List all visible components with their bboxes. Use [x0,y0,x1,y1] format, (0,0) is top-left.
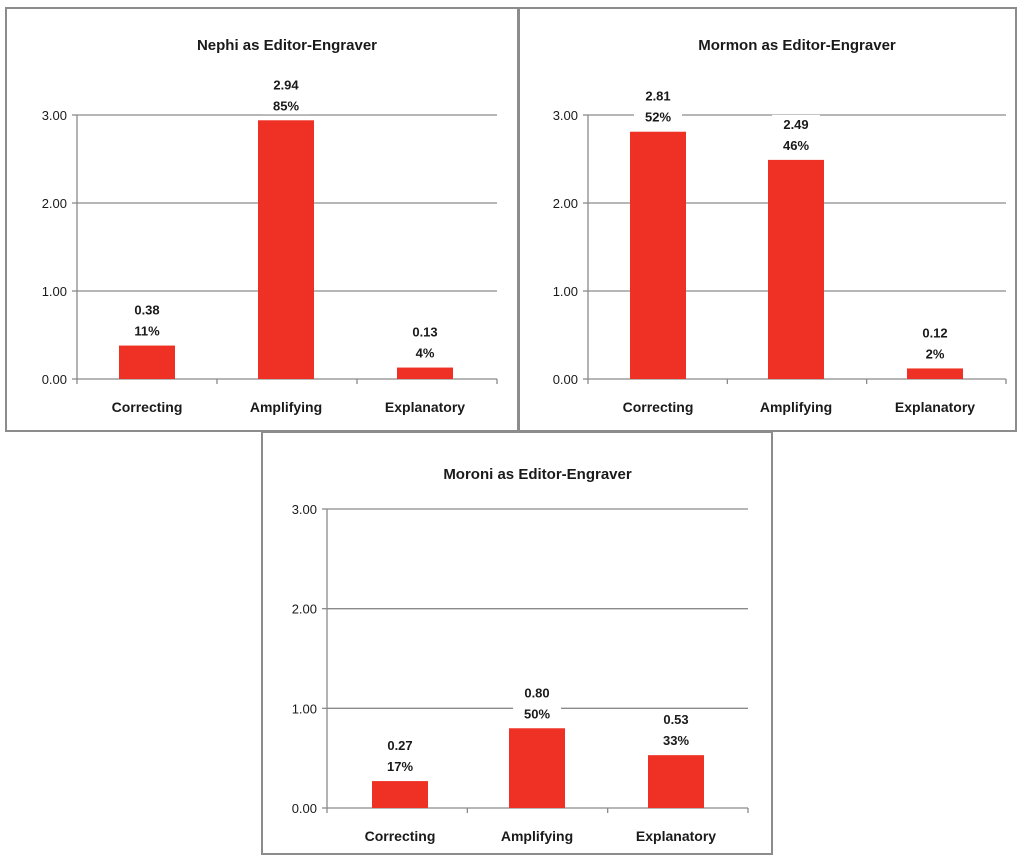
data-label-background [262,75,310,115]
data-label-percent: 2% [926,346,945,361]
y-tick-label: 3.00 [292,502,317,517]
chart-title: Moroni as Editor-Engraver [443,466,632,483]
data-label-background [376,736,424,776]
data-label-percent: 46% [783,138,809,153]
y-tick-label: 2.00 [553,196,578,211]
bar-amplifying [509,728,565,808]
data-label-background [772,114,820,154]
data-label-background [123,300,171,340]
data-label-value: 2.49 [783,117,808,132]
data-label-background [513,683,561,723]
y-tick-label: 0.00 [292,801,317,816]
data-label-value: 2.94 [273,77,299,92]
data-label-percent: 50% [524,706,550,721]
bar-amplifying [258,120,314,379]
bar-explanatory [397,367,453,379]
data-label-percent: 33% [663,733,689,748]
y-tick-label: 1.00 [553,284,578,299]
bar-correcting [119,345,175,379]
data-label-value: 0.80 [524,685,549,700]
y-tick-label: 1.00 [292,701,317,716]
bar-amplifying [768,159,824,379]
data-label-percent: 52% [645,110,671,125]
data-label-value: 0.38 [134,303,159,318]
chart-panel-mormon: Mormon as Editor-Engraver 0.00 1.00 2.00 3.0… [518,7,1017,432]
data-label-percent: 4% [416,346,435,361]
data-label-value: 0.27 [387,738,412,753]
data-label-percent: 85% [273,98,299,113]
chart-title: Mormon as Editor-Engraver [698,37,896,54]
x-category-label: Amplifying [760,399,832,415]
bar-correcting [372,781,428,808]
x-category-label: Explanatory [385,399,465,415]
chart-svg: Mormon as Editor-Engraver 0.00 1.00 2.00 3.0… [553,37,1007,415]
chart-svg: Nephi as Editor-Engraver 0.00 1.00 2.00 3.00… [42,37,498,415]
data-label-value: 0.12 [922,325,947,340]
x-category-label: Amplifying [501,828,573,844]
chart-panel-nephi: Nephi as Editor-Engraver 0.00 1.00 2.00 3.00… [5,7,519,432]
data-label-background [652,710,700,750]
data-label-background [911,323,959,363]
x-category-label: Correcting [112,399,183,415]
y-tick-label: 2.00 [42,196,67,211]
bar-explanatory [648,755,704,808]
chart-svg: Moroni as Editor-Engraver 0.00 1.00 2.00 3.0… [292,466,749,844]
y-tick-label: 3.00 [553,108,578,123]
y-tick-label: 3.00 [42,108,67,123]
data-label-value: 2.81 [645,89,670,104]
bar-explanatory [907,368,963,379]
x-category-label: Explanatory [895,399,975,415]
x-category-label: Amplifying [250,399,322,415]
data-label-background [634,86,682,126]
data-label-percent: 11% [134,324,160,339]
data-label-percent: 17% [387,759,413,774]
y-tick-label: 2.00 [292,602,317,617]
chart-title: Nephi as Editor-Engraver [197,37,377,54]
x-category-label: Correcting [623,399,694,415]
y-tick-label: 0.00 [553,372,578,387]
x-category-label: Correcting [365,828,436,844]
data-label-value: 0.13 [412,325,437,340]
x-category-label: Explanatory [636,828,716,844]
y-tick-label: 0.00 [42,372,67,387]
bar-correcting [630,131,686,379]
chart-panel-moroni: Moroni as Editor-Engraver 0.00 1.00 2.00 3.0… [261,431,773,855]
y-tick-label: 1.00 [42,284,67,299]
data-label-background [401,322,449,362]
data-label-value: 0.53 [663,712,688,727]
